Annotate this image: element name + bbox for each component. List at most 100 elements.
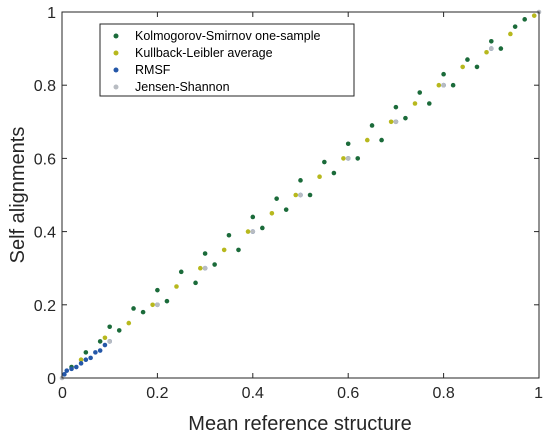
- data-point-s0-4: [116, 328, 122, 333]
- data-point-s0-10: [193, 280, 198, 286]
- data-point-s2-5: [83, 357, 89, 363]
- data-point-s1-13: [388, 119, 394, 125]
- x-tick-label-0: 0: [58, 385, 67, 402]
- data-point-s0-37: [512, 24, 518, 29]
- data-point-s0-3: [107, 324, 112, 330]
- x-tick-label-2: 0.4: [242, 385, 264, 402]
- x-tick-label-5: 1: [534, 385, 543, 402]
- data-point-s0-24: [355, 156, 361, 161]
- data-point-s0-19: [298, 178, 303, 183]
- data-point-s1-9: [293, 192, 299, 198]
- data-point-s1-16: [460, 64, 465, 70]
- data-point-s0-32: [450, 82, 456, 88]
- data-point-s2-8: [97, 348, 103, 353]
- data-point-s3-2: [155, 302, 160, 308]
- data-point-s1-1: [102, 335, 108, 341]
- data-point-s0-18: [283, 207, 289, 212]
- data-point-s3-1: [107, 339, 112, 344]
- x-tick-label-1: 0.2: [146, 385, 168, 402]
- data-point-s0-29: [417, 90, 423, 95]
- y-tick-label-5: 1: [47, 5, 56, 22]
- data-point-s0-36: [498, 46, 504, 51]
- data-point-s2-0: [62, 372, 67, 377]
- data-point-s3-3: [202, 265, 208, 271]
- legend-label-rmsf: RMSF: [135, 63, 171, 77]
- data-point-s1-6: [221, 247, 227, 253]
- data-point-s0-5: [131, 306, 136, 311]
- data-point-s0-33: [465, 57, 470, 62]
- data-point-s0-16: [260, 225, 265, 231]
- data-points: [59, 9, 542, 381]
- data-point-s0-27: [393, 104, 399, 110]
- y-tick-label-1: 0.2: [34, 298, 56, 315]
- data-point-s2-4: [78, 361, 84, 366]
- legend: Kolmogorov-Smirnov one-sample Kullback-L…: [99, 23, 355, 97]
- data-point-s0-2: [97, 339, 103, 344]
- data-point-s0-28: [403, 115, 408, 121]
- legend-label-ks: Kolmogorov-Smirnov one-sample: [135, 29, 321, 43]
- data-point-s0-7: [155, 287, 160, 293]
- data-point-s0-38: [522, 17, 527, 22]
- legend-label-js: Jensen-Shannon: [135, 80, 230, 94]
- data-point-s0-26: [379, 137, 384, 143]
- data-point-s2-2: [69, 366, 74, 372]
- data-point-s1-4: [174, 284, 179, 289]
- y-tick-label-3: 0.6: [34, 151, 56, 168]
- data-point-s2-1: [64, 368, 70, 373]
- data-point-s1-14: [412, 101, 418, 106]
- data-point-s0-14: [236, 247, 241, 253]
- legend-marker-rmsf: [113, 67, 119, 73]
- data-point-s0-13: [226, 232, 232, 238]
- x-axis-label: Mean reference structure: [188, 413, 411, 435]
- data-point-s1-17: [484, 49, 489, 55]
- data-point-s0-34: [474, 64, 480, 70]
- data-point-s3-9: [489, 46, 494, 51]
- data-point-s1-19: [531, 13, 537, 18]
- data-point-s1-5: [198, 265, 203, 271]
- data-point-s1-3: [150, 302, 155, 308]
- data-point-s3-7: [393, 119, 399, 125]
- data-point-s0-20: [307, 192, 313, 198]
- data-point-s3-5: [298, 192, 303, 198]
- data-point-s2-9: [102, 342, 108, 348]
- data-point-s2-3: [74, 364, 79, 370]
- data-point-s0-17: [274, 196, 279, 201]
- x-tick-label-4: 0.8: [432, 385, 454, 402]
- data-point-s0-22: [331, 170, 337, 176]
- plot-frame: [61, 11, 540, 379]
- x-tick-label-3: 0.6: [337, 385, 359, 402]
- y-tick-label-4: 0.8: [34, 78, 56, 95]
- legend-box: [99, 23, 355, 97]
- data-point-s3-8: [441, 82, 446, 88]
- data-point-s1-2: [126, 320, 132, 326]
- y-tick-label-0: 0: [47, 371, 56, 388]
- data-point-s0-11: [202, 251, 208, 256]
- data-point-s1-0: [78, 357, 84, 363]
- data-point-s1-10: [317, 174, 322, 179]
- data-point-s1-7: [245, 229, 251, 234]
- data-point-s1-12: [364, 137, 370, 143]
- data-point-s0-25: [369, 123, 375, 128]
- data-point-s2-7: [93, 350, 98, 355]
- axis-ticks: 0 0.2 0.4 0.6 0.8 1 0 0.2 0.4 0.6 0.8 1: [34, 5, 543, 402]
- data-point-s0-12: [212, 262, 217, 267]
- data-point-s0-8: [164, 298, 170, 304]
- data-point-s0-15: [250, 214, 256, 220]
- data-point-s0-1: [83, 350, 89, 355]
- data-point-s1-11: [341, 156, 346, 161]
- data-point-s3-4: [250, 229, 256, 234]
- legend-marker-kl: [113, 50, 119, 56]
- y-tick-label-2: 0.4: [34, 225, 56, 242]
- data-point-s0-30: [426, 101, 432, 106]
- data-point-s1-18: [508, 31, 513, 37]
- legend-marker-js: [113, 84, 119, 90]
- data-point-s1-15: [436, 82, 442, 88]
- data-point-s0-23: [345, 141, 351, 147]
- data-point-s1-8: [269, 211, 275, 216]
- legend-marker-ks: [113, 33, 119, 39]
- legend-label-kl: Kullback-Leibler average: [135, 46, 273, 60]
- data-point-s0-31: [441, 71, 446, 77]
- data-point-s0-6: [140, 309, 146, 315]
- data-point-s0-21: [322, 159, 327, 165]
